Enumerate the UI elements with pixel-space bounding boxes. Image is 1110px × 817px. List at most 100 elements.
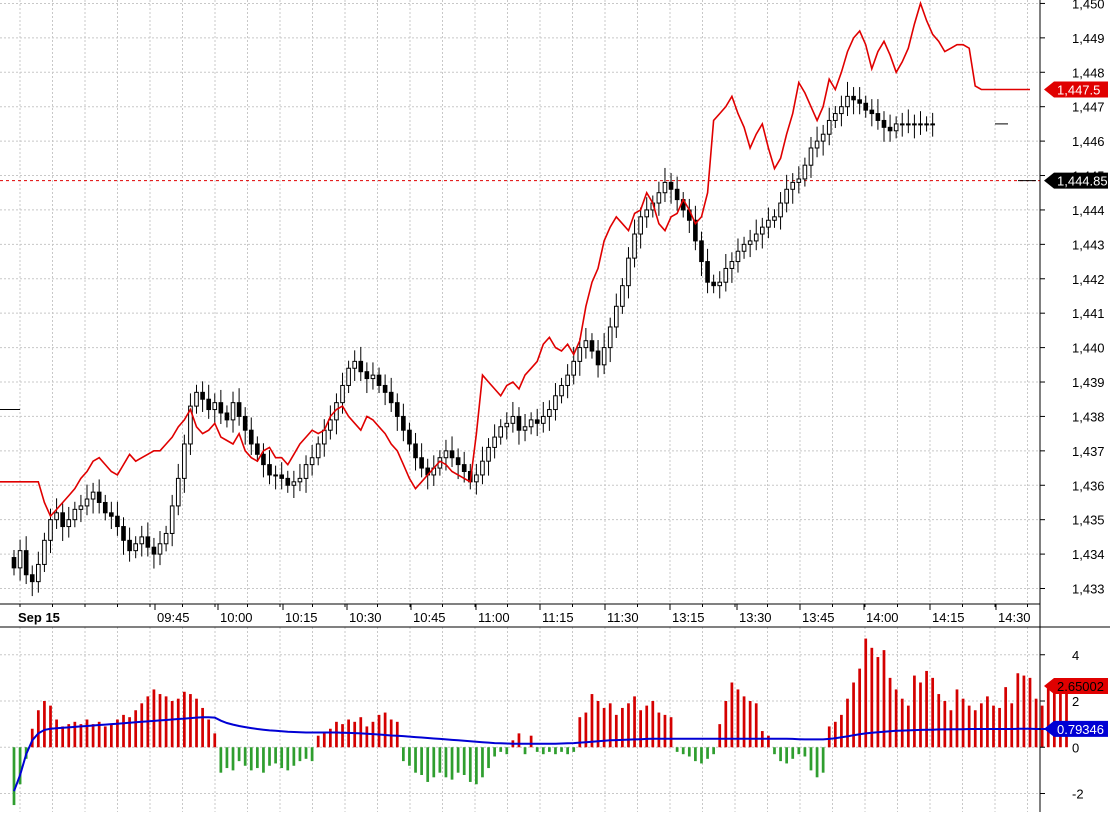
histogram-bar-negative — [554, 747, 557, 755]
histogram-bar-positive — [389, 719, 393, 748]
histogram-bar-negative — [803, 747, 807, 757]
time-x-tick-label: 13:45 — [802, 610, 835, 625]
candle-body — [632, 233, 637, 259]
histogram-bar-positive — [657, 712, 661, 748]
candle-body — [869, 109, 875, 115]
candle-body — [340, 384, 345, 404]
candle-body — [857, 99, 862, 104]
candle-body — [461, 464, 467, 472]
price-y-tick-label: 1,435 — [1072, 513, 1105, 528]
histogram-bar-negative — [255, 747, 259, 769]
candle-body — [833, 113, 838, 121]
histogram-bar-positive — [730, 682, 734, 748]
histogram-bar-positive — [870, 647, 874, 748]
candle-body — [571, 360, 577, 376]
lower-y-tick-label: 4 — [1072, 648, 1079, 663]
candle-body — [516, 415, 522, 431]
lower-tag-1: 0.79346 — [1057, 722, 1104, 737]
histogram-bar-negative — [493, 747, 496, 757]
histogram-bar-positive — [36, 710, 40, 748]
histogram-bar-positive — [651, 701, 655, 748]
candle-body — [182, 443, 187, 479]
histogram-bar-positive — [61, 726, 65, 748]
time-x-tick-label: 10:30 — [349, 610, 382, 625]
candle-body — [498, 426, 504, 438]
date-label: Sep 15 — [18, 610, 60, 625]
histogram-bar-positive — [109, 724, 113, 748]
candle-body — [60, 512, 65, 528]
candle-body — [401, 415, 406, 431]
histogram-bar-positive — [876, 657, 880, 748]
histogram-bar-positive — [365, 726, 369, 748]
candle-body — [638, 216, 643, 235]
histogram-bar-negative — [572, 747, 576, 752]
histogram-bar-negative — [292, 747, 296, 766]
price-y-tick-label: 1,438 — [1072, 409, 1105, 424]
candle-body — [127, 539, 132, 552]
histogram-bar-positive — [742, 696, 746, 748]
time-x-tick-label: 10:00 — [220, 610, 253, 625]
candle-body — [364, 371, 370, 380]
candle-body — [589, 340, 595, 352]
candle-body — [328, 419, 333, 431]
candle-body — [486, 446, 491, 462]
candle-body — [309, 457, 315, 466]
price-y-tick-label: 1,450 — [1072, 0, 1105, 11]
candle-body — [510, 415, 516, 424]
histogram-bar-negative — [304, 747, 308, 759]
price-tag-0: 1,447.5 — [1057, 82, 1100, 97]
candle-body — [109, 512, 114, 517]
histogram-bar-negative — [785, 747, 789, 764]
histogram-bar-positive — [663, 714, 667, 748]
histogram-bar-positive — [164, 696, 168, 748]
histogram-bar-negative — [231, 747, 235, 771]
candle-body — [84, 498, 90, 507]
histogram-bar-negative — [420, 747, 423, 775]
candle-body — [735, 250, 741, 263]
histogram-bar-positive — [748, 701, 752, 748]
candle-body — [206, 398, 211, 411]
histogram-bar-negative — [432, 747, 436, 778]
histogram-bar-negative — [475, 747, 478, 785]
histogram-bar-positive — [49, 705, 52, 748]
candle-body — [918, 123, 923, 126]
candle-body — [267, 464, 272, 476]
lower-tag-0-bg — [1044, 677, 1108, 694]
candle-body — [808, 147, 814, 166]
candle-body — [248, 429, 254, 445]
histogram-bar-positive — [925, 670, 928, 748]
histogram-bar-positive — [1010, 703, 1014, 748]
histogram-bar-negative — [797, 747, 801, 755]
histogram-bar-positive — [639, 710, 642, 748]
candle-body — [772, 216, 777, 221]
candle-body — [480, 460, 485, 476]
candle-body — [297, 477, 303, 483]
price-y-tick-label: 1,433 — [1072, 582, 1105, 597]
histogram-bar-positive — [1065, 685, 1068, 748]
histogram-bar-positive — [152, 689, 156, 748]
price-y-tick-label: 1,436 — [1072, 478, 1105, 493]
histogram-bar-positive — [608, 703, 612, 748]
price-tag-0-bg — [1044, 81, 1108, 98]
candle-body — [78, 505, 84, 510]
candle-body — [370, 374, 376, 380]
candle-body — [163, 532, 169, 545]
candle-body — [705, 261, 710, 283]
candle-body — [668, 181, 674, 190]
histogram-bar-positive — [128, 717, 131, 748]
histogram-bar-negative — [773, 747, 776, 755]
lower-tag-0: 2.65002 — [1057, 679, 1104, 694]
price-y-tick-label: 1,443 — [1072, 237, 1105, 252]
histogram-bar-positive — [992, 705, 995, 748]
histogram-bar-negative — [438, 747, 442, 773]
histogram-bar-positive — [913, 675, 916, 748]
candle-body — [626, 257, 631, 287]
histogram-bar-negative — [694, 747, 697, 762]
candle-body — [699, 240, 704, 263]
price-y-tick-label: 1,447 — [1072, 100, 1105, 115]
candle-body — [17, 550, 23, 569]
histogram-bar-positive — [1052, 682, 1056, 748]
histogram-bar-positive — [955, 689, 959, 748]
histogram-bar-positive — [529, 735, 533, 748]
